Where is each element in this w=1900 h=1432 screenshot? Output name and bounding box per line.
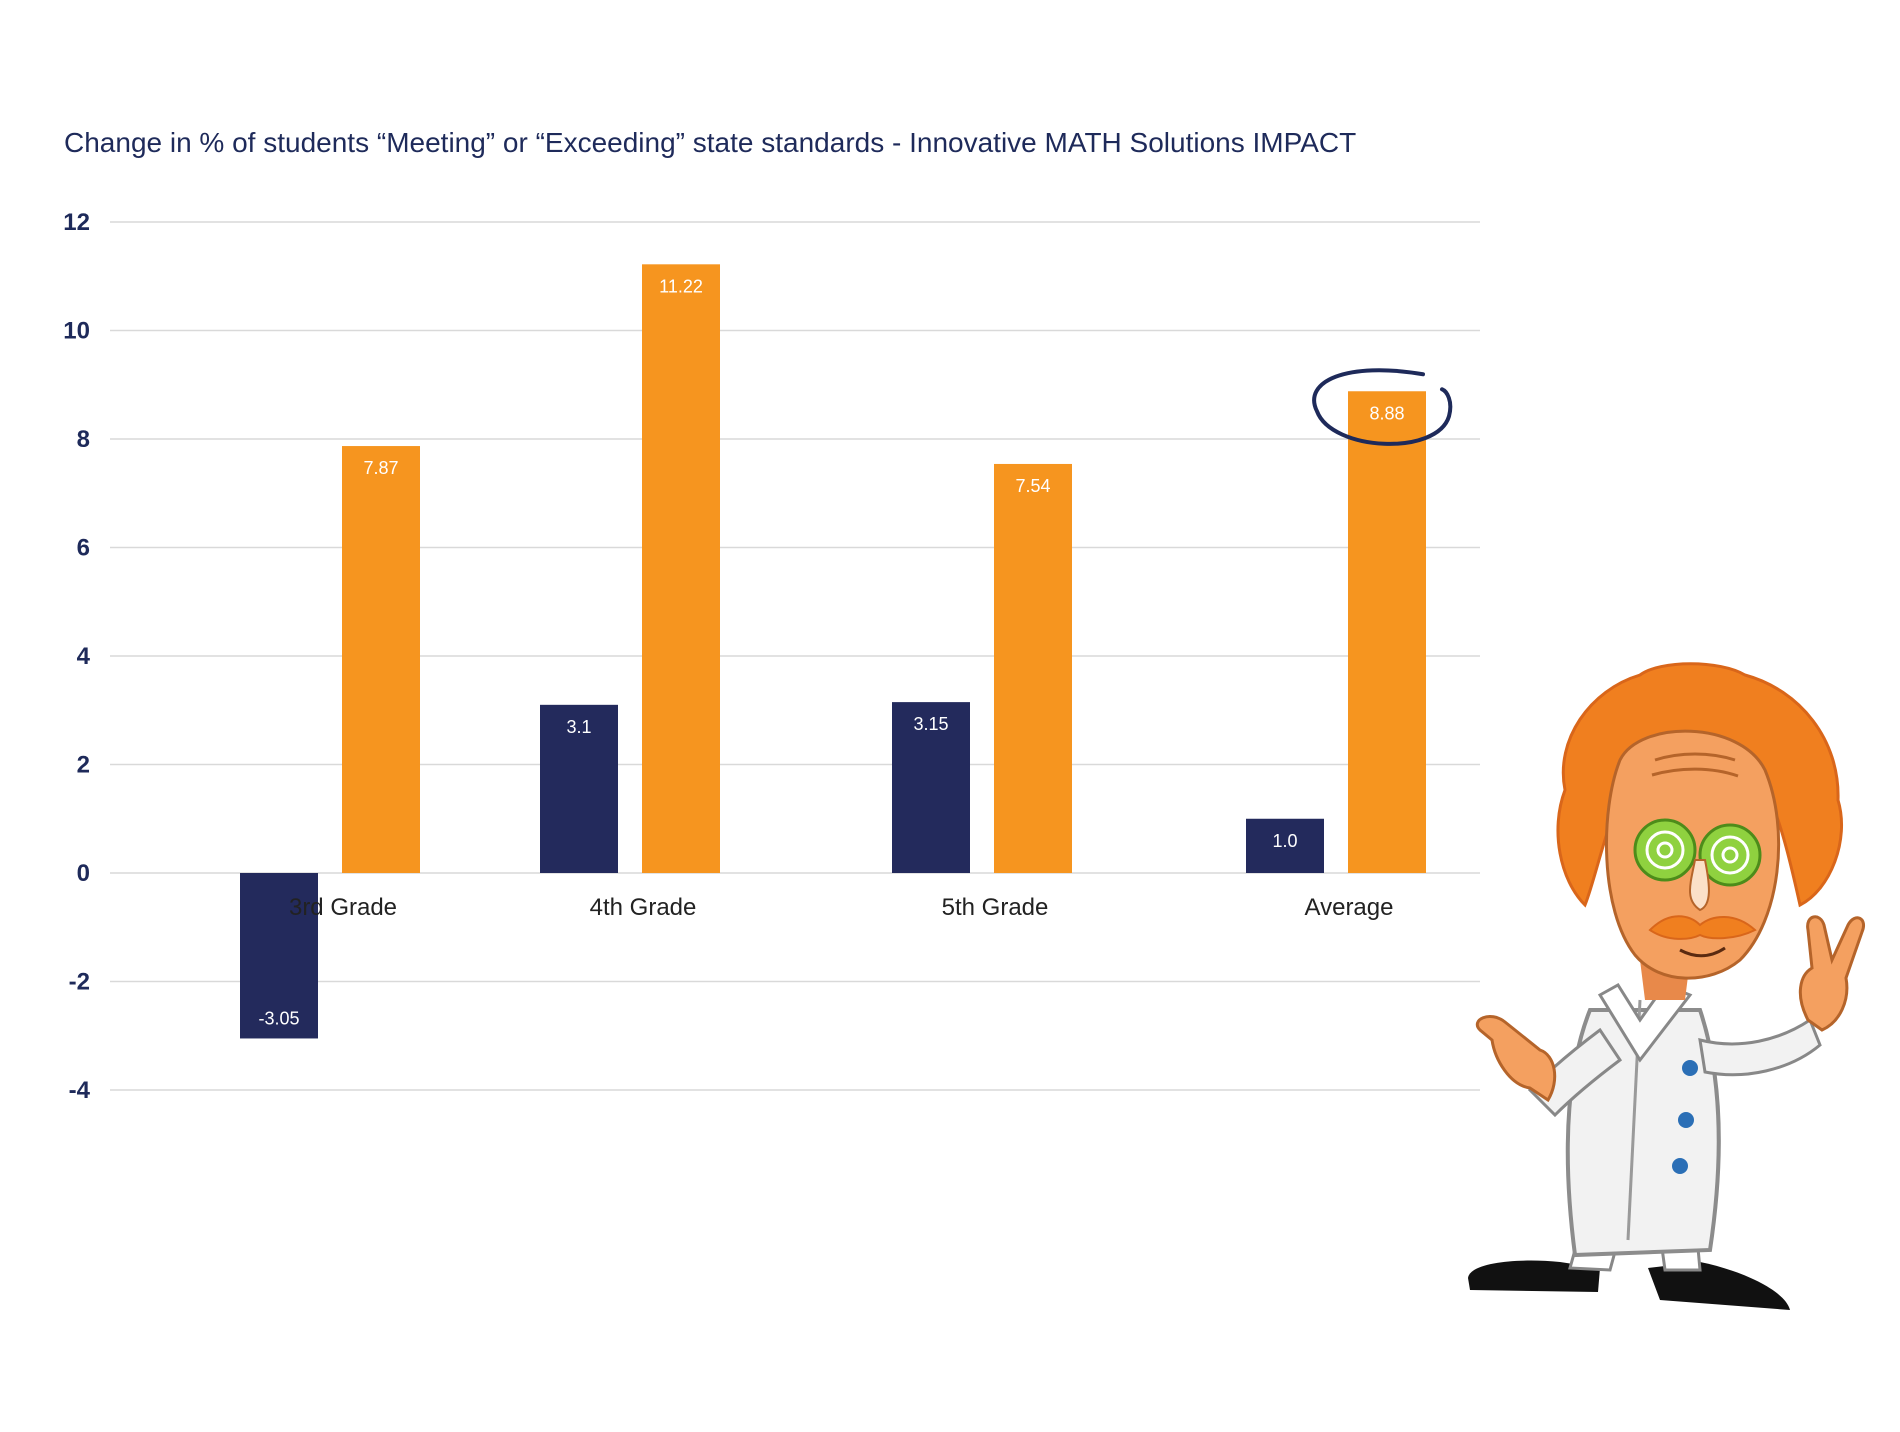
y-tick-label: 12 — [63, 209, 90, 236]
data-label: 7.54 — [1015, 476, 1050, 496]
y-tick-label: 4 — [77, 643, 91, 670]
bar — [240, 873, 318, 1039]
grid-lines — [110, 221, 1480, 1091]
data-label: 3.1 — [566, 717, 591, 737]
data-label: 1.0 — [1272, 831, 1297, 851]
bar — [540, 704, 618, 873]
y-tick-label: 10 — [63, 318, 90, 345]
bar — [642, 264, 720, 873]
data-label: 11.22 — [659, 276, 703, 296]
bar — [1348, 391, 1426, 873]
annotations — [1312, 368, 1453, 446]
y-axis-ticks: 12 10 8 6 4 2 0 -2 -4 — [63, 209, 90, 1104]
data-label: 8.88 — [1369, 403, 1404, 423]
data-label: -3.05 — [258, 1008, 299, 1028]
chart-title: Change in % of students “Meeting” or “Ex… — [64, 127, 1356, 158]
y-tick-label: 2 — [77, 752, 90, 779]
y-tick-label: -2 — [69, 969, 90, 996]
x-tick-label: 3rd Grade — [289, 894, 397, 921]
y-tick-label: 6 — [77, 535, 90, 562]
mad-scientist-mascot-icon — [1468, 662, 1865, 1310]
data-label: 7.87 — [363, 458, 398, 478]
data-label: 3.15 — [913, 714, 948, 734]
x-tick-label: 4th Grade — [590, 894, 697, 921]
bars — [240, 264, 1426, 1039]
bar — [342, 446, 420, 873]
x-axis-categories: 3rd Grade 4th Grade 5th Grade Average — [289, 894, 1394, 921]
y-tick-label: 0 — [77, 860, 90, 887]
y-tick-label: -4 — [69, 1077, 91, 1104]
data-labels: -3.05 7.87 3.1 11.22 3.15 7.54 1.0 8.88 — [258, 276, 1404, 1028]
highlight-circle — [1312, 368, 1453, 446]
y-tick-label: 8 — [77, 426, 90, 453]
bar — [994, 463, 1072, 873]
x-tick-label: Average — [1305, 894, 1394, 921]
bar — [892, 702, 970, 873]
x-tick-label: 5th Grade — [942, 894, 1049, 921]
bar — [1246, 818, 1324, 873]
